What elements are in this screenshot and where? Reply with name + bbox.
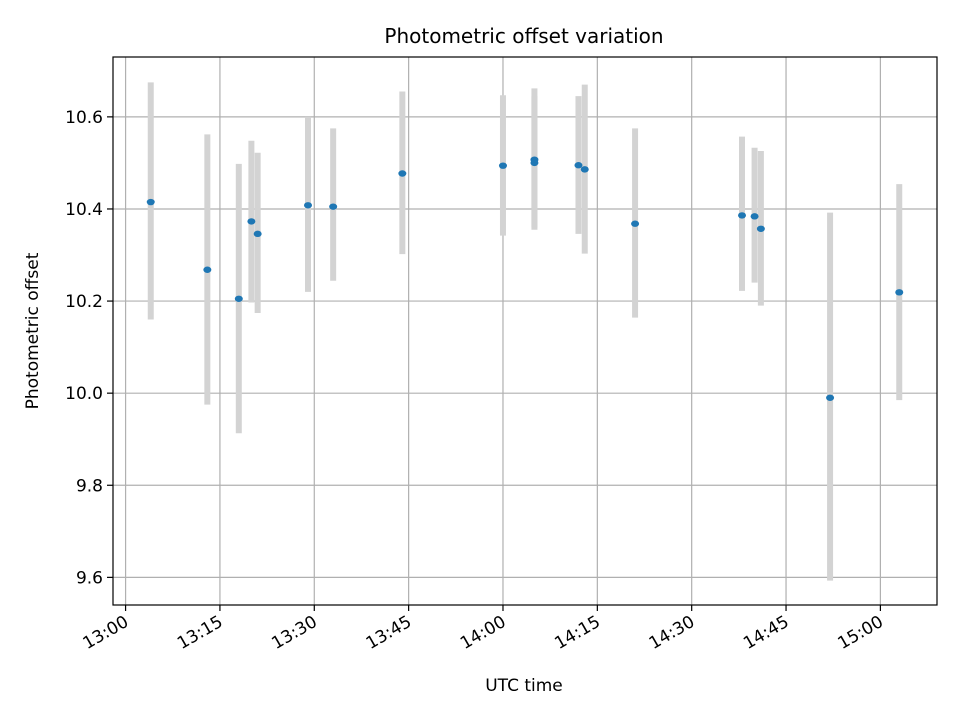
data-point <box>826 394 835 401</box>
data-point <box>203 266 212 273</box>
data-points <box>146 156 904 401</box>
data-point <box>329 203 338 210</box>
data-point <box>303 202 312 209</box>
y-tick-label: 9.6 <box>76 568 103 588</box>
data-point <box>750 213 759 220</box>
chart-title: Photometric offset variation <box>384 24 663 48</box>
data-point <box>631 220 640 227</box>
data-point <box>253 230 262 238</box>
y-tick-label: 10.6 <box>65 108 103 128</box>
x-axis-label: UTC time <box>485 676 563 696</box>
y-tick-label: 10.2 <box>65 292 103 312</box>
data-point <box>895 289 904 296</box>
data-point <box>574 162 583 169</box>
y-axis-label: Photometric offset <box>23 252 43 409</box>
y-axis-ticks: 9.6 9.8 10.0 10.2 10.4 10.6 <box>65 108 113 588</box>
data-point <box>738 212 747 219</box>
y-tick-label: 10.0 <box>65 384 103 404</box>
data-point <box>146 198 155 206</box>
data-point <box>530 156 539 163</box>
data-point <box>756 225 765 232</box>
data-point <box>234 295 243 302</box>
data-point <box>580 166 589 173</box>
data-point <box>247 218 256 225</box>
y-tick-label: 9.8 <box>76 476 103 496</box>
grid-lines <box>113 57 937 605</box>
plot-frame <box>112 56 938 606</box>
data-point <box>398 170 407 177</box>
y-tick-label: 10.4 <box>65 200 103 220</box>
data-point <box>498 162 507 169</box>
